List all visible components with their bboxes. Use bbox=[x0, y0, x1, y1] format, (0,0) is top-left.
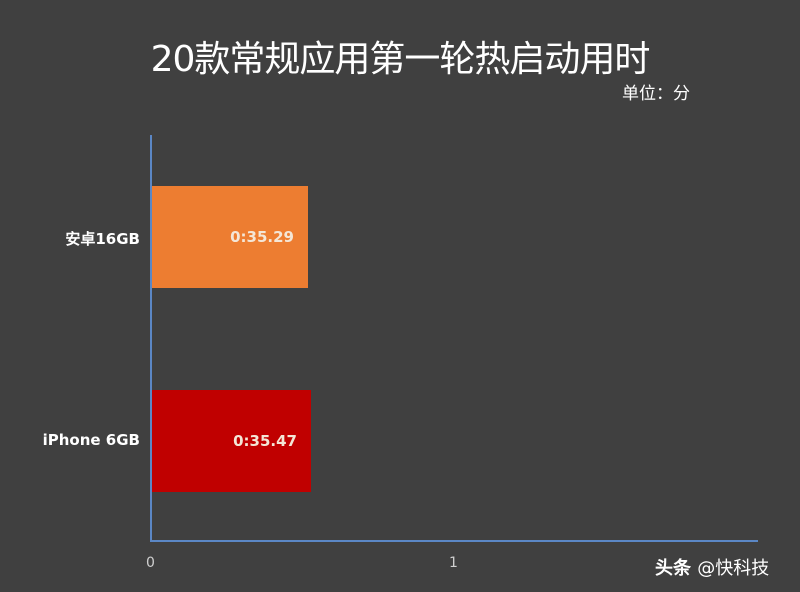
bar-android: 0:35.29 bbox=[152, 186, 308, 288]
bar-iphone: 0:35.47 bbox=[152, 390, 311, 492]
x-tick-1: 1 bbox=[449, 555, 458, 571]
category-label-iphone: iPhone 6GB bbox=[42, 431, 140, 449]
chart-title: 20款常规应用第一轮热启动用时 bbox=[150, 39, 651, 80]
watermark-brand: 头条 bbox=[655, 558, 691, 579]
watermark-handle: @快科技 bbox=[697, 558, 770, 579]
watermark: 头条 @快科技 bbox=[655, 554, 769, 580]
bar-value-label: 0:35.29 bbox=[230, 228, 294, 246]
y-axis-line bbox=[150, 135, 152, 542]
unit-label: 单位：分 bbox=[622, 84, 690, 104]
bar-value-label: 0:35.47 bbox=[233, 432, 297, 450]
category-label-android: 安卓16GB bbox=[65, 230, 140, 248]
x-axis-line bbox=[150, 540, 758, 542]
x-tick-0: 0 bbox=[146, 555, 155, 571]
